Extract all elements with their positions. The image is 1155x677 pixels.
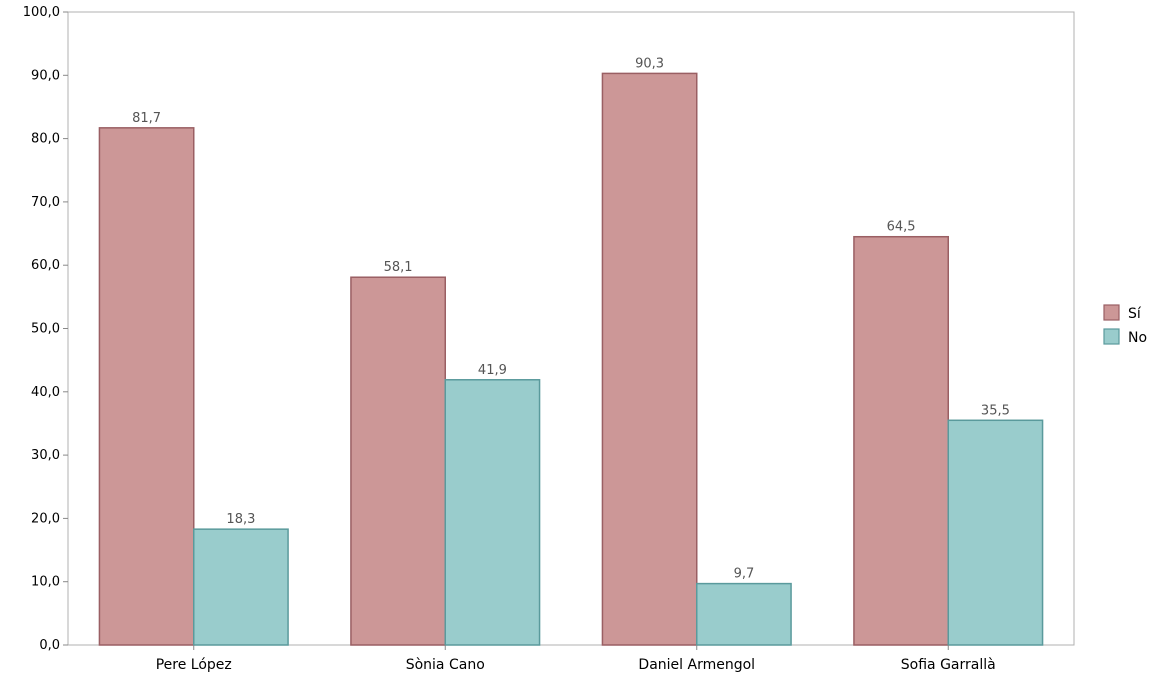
bar-si [98, 127, 195, 646]
y-tick-label: 90,0 [31, 68, 60, 83]
y-tick-label: 40,0 [31, 385, 60, 400]
data-labels: 81,7 18,3 58,1 41,9 90,3 9,7 64,5 35,5 [132, 56, 1010, 581]
y-tick-label: 70,0 [31, 195, 60, 210]
category-label: Pere López [156, 657, 232, 673]
bar-value-label: 81,7 [132, 111, 161, 126]
bars [98, 72, 1044, 646]
legend-swatch [1103, 304, 1120, 321]
category-label: Sofia Garrallà [901, 657, 996, 673]
bar-value-label: 58,1 [384, 260, 413, 275]
y-tick-label: 60,0 [31, 258, 60, 273]
y-tick-label: 20,0 [31, 511, 60, 526]
y-tick-label: 30,0 [31, 448, 60, 463]
x-axis: Pere López Sònia Cano Daniel Armengol Sofia… [156, 645, 996, 673]
y-tick-label: 10,0 [31, 575, 60, 590]
bar-no [947, 419, 1044, 646]
bar-si [601, 72, 698, 646]
bar-no [444, 379, 541, 646]
legend-label: No [1128, 330, 1147, 346]
category-label: Daniel Armengol [638, 657, 755, 673]
bar-value-label: 9,7 [734, 567, 755, 582]
bar-value-label: 41,9 [478, 363, 507, 378]
y-tick-label: 80,0 [31, 132, 60, 147]
y-tick-label: 100,0 [23, 5, 60, 20]
legend-swatch [1103, 328, 1120, 345]
y-axis: 0,0 10,0 20,0 30,0 40,0 50,0 60,0 70,0 80,0 90,0 1… [23, 5, 68, 653]
bar-value-label: 35,5 [981, 403, 1010, 418]
bar-value-label: 18,3 [226, 512, 255, 527]
bar-no [193, 528, 289, 646]
category-label: Sònia Cano [406, 657, 485, 673]
bar-si [853, 235, 949, 646]
bar-value-label: 90,3 [635, 56, 664, 71]
y-tick-label: 0,0 [39, 638, 60, 653]
y-tick-label: 50,0 [31, 322, 60, 337]
bar-value-label: 64,5 [887, 220, 916, 235]
bar-no [696, 582, 792, 646]
legend-label: Sí [1128, 306, 1142, 322]
bar-si [350, 276, 446, 646]
legend: Sí No [1103, 304, 1147, 346]
